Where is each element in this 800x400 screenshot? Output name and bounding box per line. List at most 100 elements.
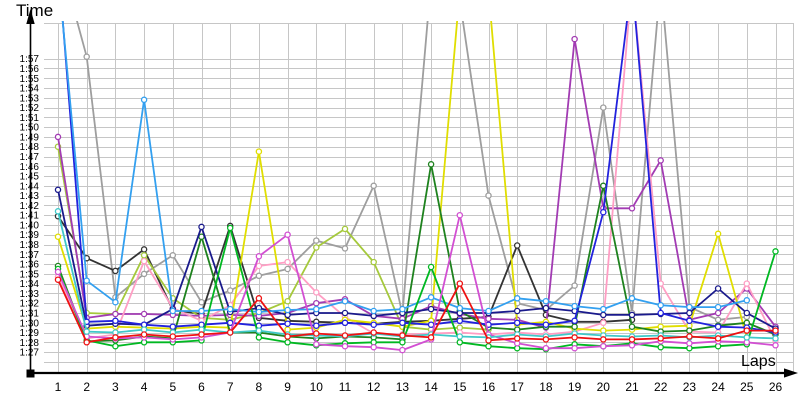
data-point-gray: [198, 298, 205, 306]
data-point-gray: [600, 104, 607, 111]
data-point-dodger-blue: [399, 305, 406, 313]
x-tick-label: 4: [141, 380, 148, 394]
data-point-dodger-blue: [657, 301, 664, 309]
data-point-cyan: [456, 333, 464, 340]
gridlines: [44, 23, 794, 372]
data-point-green: [399, 339, 406, 346]
data-point-gray: [571, 282, 578, 289]
data-point-purple: [485, 315, 492, 323]
data-point-dodger-blue: [255, 308, 263, 316]
data-point-blue: [226, 319, 234, 327]
data-point-red: [284, 333, 291, 340]
data-point-purple: [54, 133, 62, 141]
data-point-yellowgreen: [140, 252, 148, 259]
data-point-gray: [485, 192, 492, 199]
data-point-dodger-blue: [600, 305, 607, 313]
x-tick-label: 13: [396, 380, 410, 394]
y-tick-label: 1:50: [20, 123, 40, 134]
y-tick-label: 1:38: [20, 240, 40, 251]
y-tick-labels: 1:271:281:291:301:311:321:331:341:351:36…: [20, 54, 40, 358]
data-point-pink: [600, 319, 607, 327]
x-tick-label: 3: [112, 380, 119, 394]
data-point-purple: [714, 309, 722, 317]
data-point-red: [255, 295, 263, 302]
series-line-green: [57, 226, 777, 351]
data-point-forest-green: [686, 327, 693, 334]
data-point-blue: [370, 321, 377, 328]
data-point-purple: [313, 299, 320, 307]
data-point-dodger-blue: [714, 303, 722, 311]
data-point-dodger-blue: [743, 297, 751, 304]
data-point-red: [600, 336, 607, 343]
data-point-gray: [169, 252, 177, 259]
data-point-green: [456, 339, 464, 346]
data-point-gray: [226, 287, 234, 294]
x-tick-label: 21: [625, 380, 639, 394]
data-point-violet: [571, 344, 578, 352]
data-point-red: [427, 334, 435, 341]
data-point-cyan: [743, 334, 751, 341]
y-tick-label: 1:34: [20, 279, 40, 290]
data-point-violet: [399, 346, 406, 354]
data-point-violet: [542, 344, 550, 352]
y-axis-arrowhead: [26, 9, 35, 24]
data-point-red: [313, 330, 320, 337]
data-point-black: [112, 267, 119, 275]
data-point-red: [140, 331, 148, 338]
x-tick-labels: 1 2 3 4 5 6 7 8 9 10 11 12 13 14 15 16 17 18 19 20 21 22 23 24 2…: [55, 380, 783, 394]
x-tick-label: 26: [769, 380, 783, 394]
data-point-red: [169, 333, 177, 340]
data-point-blue: [714, 323, 722, 330]
x-tick-label: 12: [367, 380, 381, 394]
data-point-dodger-blue: [686, 303, 693, 311]
data-point-purple: [571, 35, 578, 43]
data-point-green: [255, 334, 263, 341]
data-point-dodger-blue: [284, 306, 291, 314]
data-point-violet: [686, 340, 693, 347]
x-tick-label: 18: [539, 380, 553, 394]
series-line-red: [57, 279, 776, 344]
series-line-cyan: [57, 211, 776, 340]
data-point-navy: [686, 309, 693, 317]
data-point-red: [83, 339, 90, 346]
data-point-violet: [600, 342, 607, 350]
y-tick-label: 1:33: [20, 289, 40, 300]
data-point-blue: [313, 322, 320, 329]
data-point-dodger-blue: [571, 302, 578, 310]
data-point-dodger-blue: [427, 294, 435, 301]
data-point-gray: [255, 272, 263, 280]
series-group: [54, 21, 779, 354]
data-point-navy: [714, 285, 722, 292]
data-point-forest-green: [600, 182, 607, 190]
data-point-red: [54, 276, 62, 283]
y-tick-label: 1:28: [20, 338, 40, 349]
data-point-blue: [571, 317, 578, 325]
data-point-dodger-blue: [341, 297, 349, 305]
y-tick-label: 1:45: [20, 172, 40, 183]
data-point-red: [370, 329, 377, 336]
data-point-dodger-blue: [169, 307, 177, 315]
x-axis-arrowhead: [784, 368, 798, 378]
origin-marker: [26, 369, 35, 378]
data-point-red: [743, 327, 751, 334]
series-line-pink: [57, 21, 777, 341]
data-point-blue: [456, 317, 464, 325]
y-tick-label: 1:46: [20, 162, 40, 173]
data-point-red: [686, 333, 693, 340]
data-point-black: [140, 246, 148, 253]
data-point-pink: [284, 258, 291, 266]
data-point-violet: [54, 268, 62, 276]
data-point-blue: [686, 317, 693, 325]
data-point-purple: [112, 310, 119, 318]
data-point-navy: [427, 305, 435, 313]
data-point-blue: [542, 321, 550, 328]
x-tick-label: 7: [227, 380, 234, 394]
data-point-yellowgreen: [370, 258, 377, 266]
data-point-violet: [341, 342, 349, 350]
series-line-violet: [57, 214, 776, 352]
data-point-yellow: [54, 233, 62, 240]
data-point-blue: [657, 309, 664, 317]
data-point-yellow: [714, 230, 722, 238]
x-tick-label: 2: [83, 380, 90, 394]
data-point-gray: [714, 316, 722, 324]
